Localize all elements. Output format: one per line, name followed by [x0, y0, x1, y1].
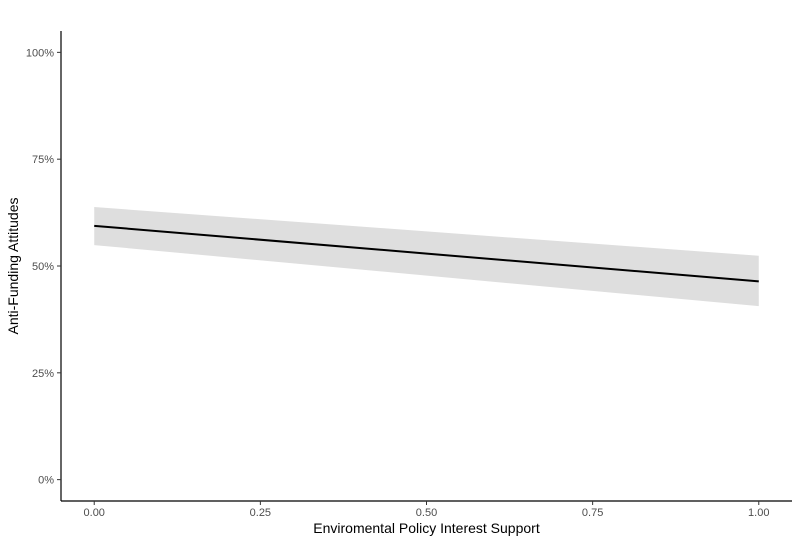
x-tick-label: 0.00	[84, 507, 105, 519]
y-tick-label: 75%	[32, 154, 54, 166]
x-tick-label: 1.00	[748, 507, 769, 519]
x-tick-label: 0.75	[582, 507, 603, 519]
line-layer	[94, 224, 759, 283]
x-tick-label: 0.50	[416, 507, 437, 519]
y-tick-label: 25%	[32, 368, 54, 380]
y-tick-label: 100%	[26, 47, 54, 59]
confidence-band-layer	[94, 207, 759, 307]
y-axis-title: Anti-Funding Attitudes	[5, 198, 21, 335]
y-axis-ticks: 0% 25% 50% 75% 100%	[26, 47, 61, 487]
y-tick-label: 50%	[32, 261, 54, 273]
confidence-band	[94, 207, 759, 307]
x-axis-ticks: 0.00 0.25 0.50 0.75 1.00	[84, 501, 769, 519]
y-tick-label: 0%	[38, 475, 54, 487]
x-axis-title: Enviromental Policy Interest Support	[313, 520, 540, 536]
fitted-line	[94, 224, 759, 283]
x-tick-label: 0.25	[250, 507, 271, 519]
